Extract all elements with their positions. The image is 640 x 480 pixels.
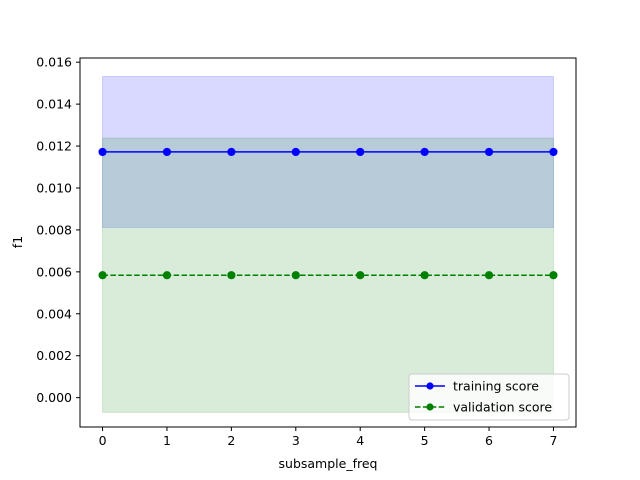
validation-score-point-6 <box>484 271 494 280</box>
training-score-point-6 <box>484 147 494 157</box>
legend-validation-score-marker <box>426 403 434 411</box>
training-score-point-4 <box>356 147 365 157</box>
training-score-point-1 <box>162 147 172 157</box>
y-tick-label-0.000: 0.000 <box>36 390 72 405</box>
training-score-point-7 <box>549 147 558 157</box>
x-tick-label-2: 2 <box>227 433 235 448</box>
x-tick-label-5: 5 <box>421 433 429 448</box>
x-tick-label-0: 0 <box>99 433 107 448</box>
validation-score-point-0 <box>98 271 107 280</box>
y-tick-label-0.006: 0.006 <box>36 264 72 279</box>
training-score-point-5 <box>420 147 429 157</box>
validation-score-point-4 <box>356 271 365 280</box>
validation-score-point-3 <box>291 271 300 280</box>
x-axis: 0 1 2 3 4 5 6 7 <box>99 427 557 448</box>
y-tick-label-0.012: 0.012 <box>36 139 72 154</box>
training-score-point-0 <box>98 147 107 157</box>
y-tick-label-0.014: 0.014 <box>36 97 72 112</box>
legend: training score validation score <box>408 373 570 421</box>
x-tick-label-1: 1 <box>163 433 171 448</box>
series-lines <box>98 147 558 280</box>
legend-box <box>408 373 570 421</box>
x-axis-label: subsample_freq <box>279 456 378 471</box>
plot-area-frame <box>79 57 577 428</box>
validation-score-point-1 <box>162 271 172 280</box>
x-tick-label-4: 4 <box>356 433 364 448</box>
x-tick-label-6: 6 <box>485 433 493 448</box>
confidence-bands <box>102 75 554 413</box>
x-tick-label-7: 7 <box>549 433 557 448</box>
y-axis-label: f1 <box>10 236 25 248</box>
legend-training-score-marker <box>426 382 434 390</box>
y-tick-label-0.010: 0.010 <box>36 180 72 195</box>
y-tick-label-0.002: 0.002 <box>36 348 72 363</box>
legend-validation-score-label: validation score <box>453 400 552 415</box>
training-score-point-3 <box>291 147 300 157</box>
validation-score-point-5 <box>420 271 429 280</box>
y-axis: 0.000 0.002 0.004 0.006 0.008 0.010 0.012 0.014… <box>36 55 80 405</box>
y-tick-label-0.016: 0.016 <box>36 55 72 70</box>
legend-training-score-label: training score <box>453 379 539 394</box>
y-tick-label-0.008: 0.008 <box>36 222 72 237</box>
validation-score-point-7 <box>549 271 558 280</box>
x-tick-label-3: 3 <box>292 433 300 448</box>
validation-score-point-2 <box>227 271 236 280</box>
training-score-point-2 <box>227 147 236 157</box>
y-tick-label-0.004: 0.004 <box>36 306 72 321</box>
